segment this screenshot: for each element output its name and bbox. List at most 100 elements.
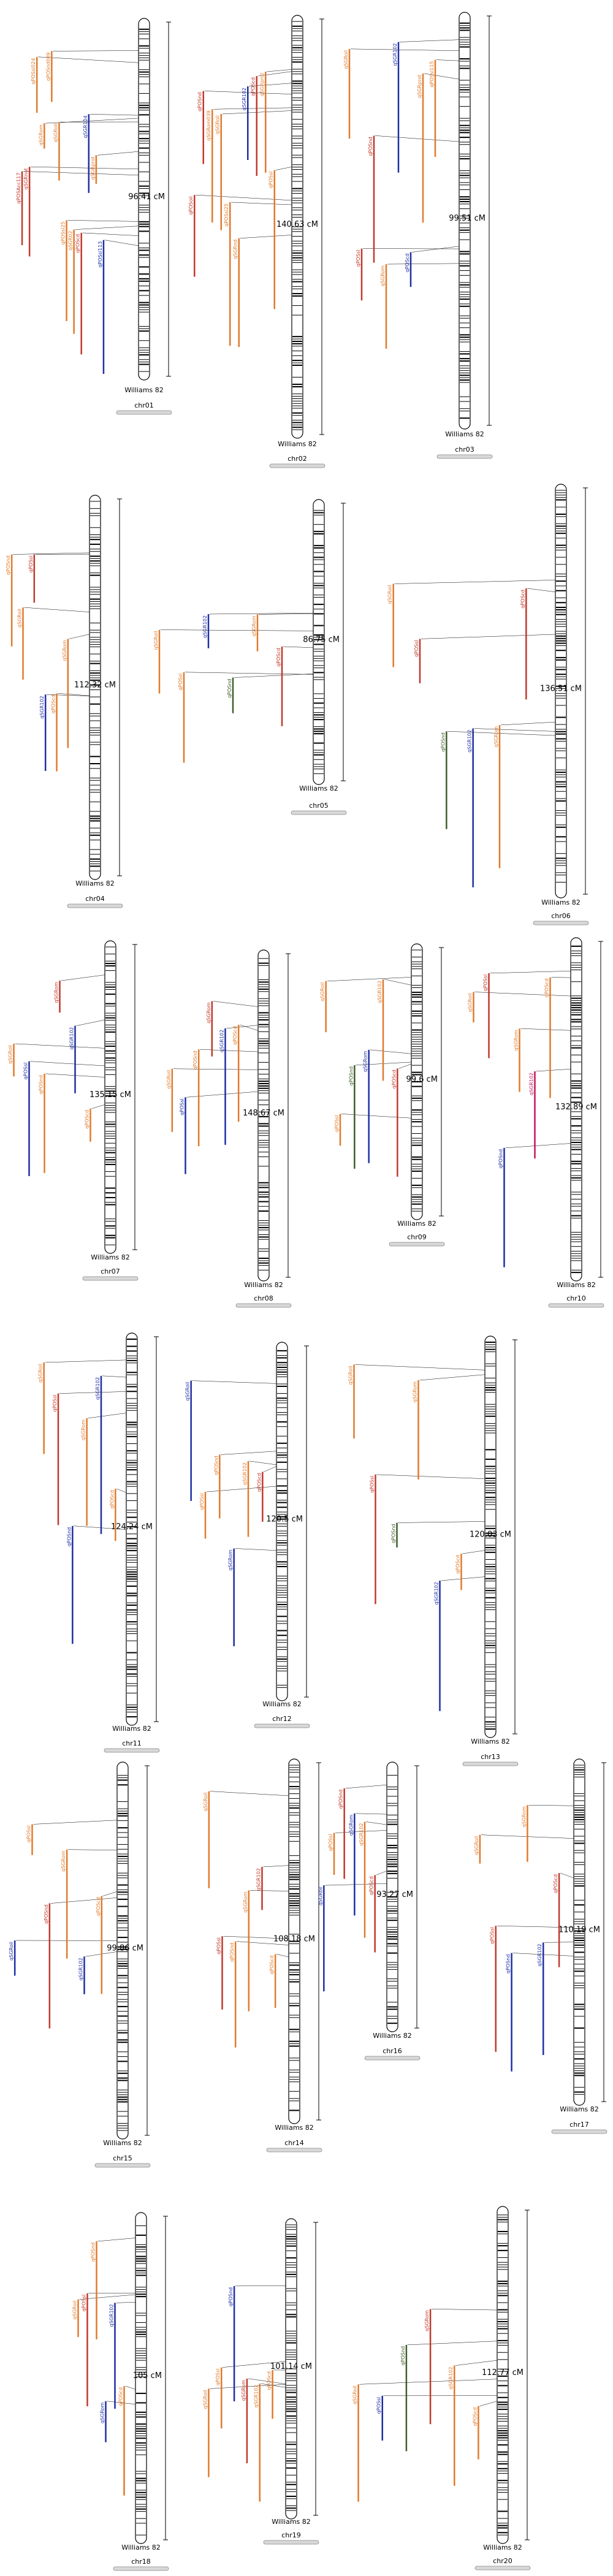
qtl-link-line — [407, 2341, 498, 2346]
chromosome-length-label: 108.18 cM — [273, 1935, 315, 1944]
qtl-label: qPOSsl — [328, 1834, 333, 1852]
chromosome-body — [104, 940, 116, 1254]
chromosome-chr10: 132.89 cM Williams 82 chr10 qSGRoil qPOSsl qP… — [468, 937, 604, 1308]
chromosome-length-label: 99.86 cM — [107, 1944, 143, 1953]
qtl-link-line — [30, 1061, 105, 1066]
qtl-label: qSGR102 — [95, 1377, 101, 1400]
qtl-link-line — [235, 1548, 277, 1551]
qtl-link-line — [196, 194, 292, 201]
chromosome-body — [555, 484, 567, 899]
qtl-label: qPOSsl — [52, 1395, 58, 1412]
qtl-label: qSGR102 — [39, 696, 45, 718]
chromosome-pill — [263, 2540, 319, 2545]
qtl-link-line — [31, 166, 139, 170]
genotype-label: Williams 82 — [103, 2139, 142, 2147]
qtl-label: qSGR102 — [202, 615, 208, 638]
qtl-label: qSGRoil — [72, 2301, 78, 2320]
qtl-label: qPOSnd — [348, 1066, 354, 1085]
chromosome-chr15: 99.86 cM Williams 82 chr15 qSGRoil qPOSsl qPO… — [9, 1761, 151, 2168]
chromosome-pill — [291, 810, 347, 815]
qtl-link-line — [350, 48, 460, 51]
chromosome-length-label: 148.67 cM — [243, 1109, 284, 1118]
qtl-label: qSGR102 — [392, 43, 398, 66]
qtl-link-line — [327, 977, 412, 982]
qtl-link-line — [398, 1521, 485, 1523]
qtl-label: qPOSsl — [334, 1115, 340, 1132]
chromosome-id-label: chr05 — [309, 802, 329, 810]
qtl-label: qPOSnd — [39, 1075, 44, 1094]
qtl-label: qPOScd — [51, 694, 56, 713]
qtl-link-line — [264, 1466, 277, 1472]
qtl-label: qSGRoil — [153, 631, 159, 650]
qtl-link-line — [104, 240, 139, 246]
chromosome-pill — [462, 1761, 519, 1766]
qtl-label: qSGRoil — [474, 1836, 479, 1855]
genotype-label: Williams 82 — [471, 1738, 510, 1746]
chromosome-length-label: 110.19 cM — [558, 1926, 600, 1935]
chromosome-chr01: 96.41 cM Williams 82 chr01 qPOSAcc117 qSGRno… — [16, 18, 172, 415]
qtl-label: qSGR102 — [359, 1823, 364, 1845]
qtl-label: qPOSnd — [506, 1955, 511, 1974]
qtl-link-line — [325, 1883, 387, 1886]
qtl-label: qSGRoil — [38, 1364, 44, 1383]
qtl-label: qSGRprot — [417, 75, 422, 98]
qtl-label: qPOSsl — [178, 674, 183, 691]
qtl-link-line — [240, 235, 292, 238]
chromosome-chr13: 120.03 cM Williams 82 chr13 qSGRoil qPOSsl qP… — [348, 1335, 519, 1766]
chromosome-id-label: chr07 — [101, 1267, 120, 1275]
qtl-label: qSGRom — [521, 1806, 527, 1827]
qtl-label: qPOSnd — [91, 2243, 96, 2262]
qtl-link-line — [223, 1936, 289, 1939]
qtl-link-line — [226, 1025, 259, 1029]
qtl-link-line — [74, 1525, 127, 1530]
genotype-label: Williams 82 — [373, 2032, 412, 2040]
qtl-label: qPOSnd — [229, 1943, 235, 1962]
qtl-label: qPOSsl — [483, 975, 489, 992]
qtl-label: qPOScd — [391, 1070, 397, 1089]
chromosome-chr08: 148.67 cM Williams 82 chr08 qSGRoil qPOSsl qP… — [166, 949, 292, 1308]
chromosome-id-label: chr01 — [134, 401, 154, 409]
chromosome-id-label: chr20 — [493, 2557, 512, 2565]
qtl-link-line — [520, 1028, 571, 1031]
chromosome-chr12: 120.5 cM Williams 82 chr12 qSGRoil qPOSsl qPO… — [185, 1342, 310, 1728]
qtl-link-line — [116, 2302, 136, 2303]
qtl-link-line — [209, 612, 314, 615]
chromosome-length-label: 136.51 cM — [540, 685, 582, 694]
chromosome-id-label: chr06 — [551, 912, 571, 920]
qtl-label: qSGRom — [61, 1851, 66, 1872]
qtl-link-line — [447, 731, 556, 736]
chromosome-pill — [94, 2163, 151, 2168]
qtl-link-line — [249, 1461, 277, 1465]
genotype-label: Williams 82 — [483, 2544, 522, 2551]
qtl-label: qPOSoil — [188, 196, 194, 215]
qtl-label: qSGRoil — [352, 2385, 358, 2404]
qtl-label: qPOSnd009 — [45, 52, 51, 81]
genotype-label: Williams 82 — [124, 386, 164, 394]
qtl-label: qSGR102 — [242, 88, 247, 110]
qtl-label: qPOSnd — [6, 556, 11, 575]
chromosome-chr07: 135.15 cM Williams 82 chr07 qSGRoil qPOSsl qP… — [8, 940, 139, 1281]
qtl-label: qPOScd — [85, 1110, 90, 1129]
chromosome-id-label: chr02 — [287, 455, 307, 463]
qtl-link-line — [263, 1865, 289, 1867]
qtl-label: qSGRoil — [17, 609, 23, 628]
qtl-link-line — [424, 73, 460, 80]
chromosome-length-label: 112.77 cM — [482, 2368, 524, 2377]
qtl-label: qSGRom — [81, 1419, 86, 1440]
qtl-label: qPOScd — [109, 1490, 115, 1509]
qtl-link-line — [97, 151, 139, 156]
qtl-label: qSGRoil — [166, 1070, 172, 1089]
qtl-link-line — [479, 2401, 498, 2406]
qtl-link-line — [376, 1871, 387, 1875]
chromosome-pill — [82, 1276, 139, 1281]
qtl-label: qPOSnd — [197, 92, 203, 111]
qtl-link-line — [76, 1019, 105, 1026]
chromosome-length-label: 105 cM — [133, 2371, 162, 2380]
qtl-link-line — [82, 232, 139, 236]
qtl-link-line — [213, 107, 292, 110]
genotype-label: Williams 82 — [557, 1281, 596, 1289]
qtl-label: qPOSnd — [213, 1456, 219, 1475]
qtl-link-line — [370, 1049, 412, 1054]
genotype-label: Williams 82 — [445, 430, 484, 438]
